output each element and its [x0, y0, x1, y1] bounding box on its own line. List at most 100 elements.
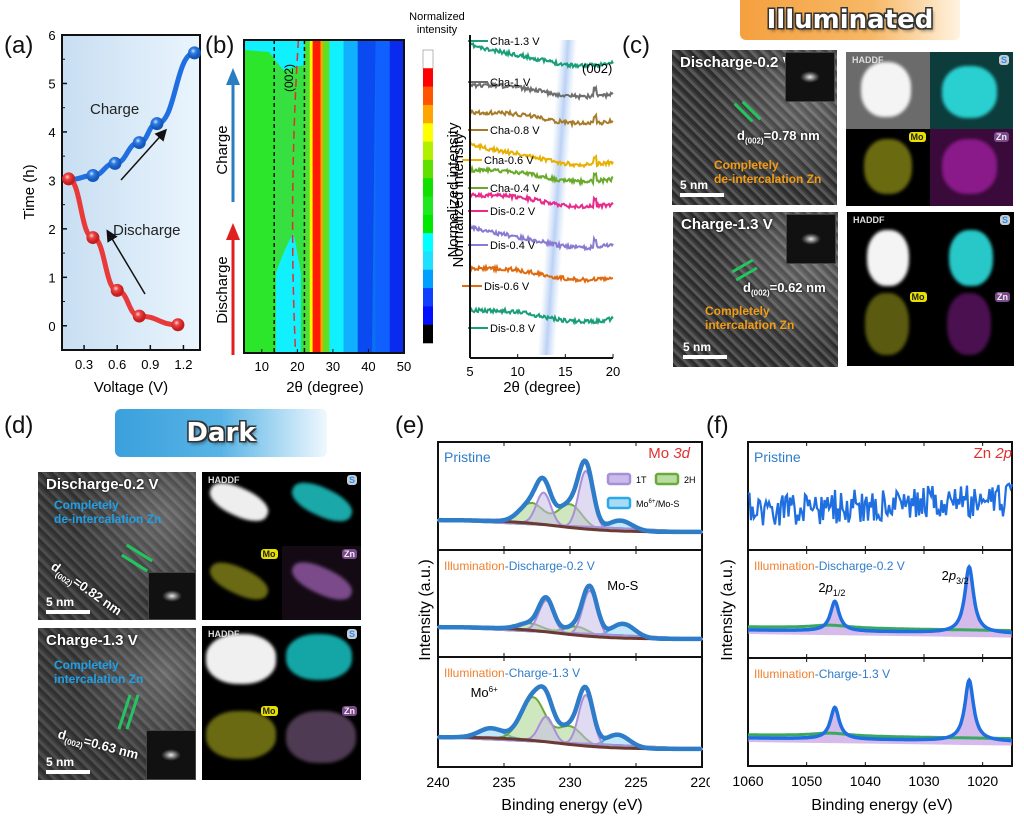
d-label: d: [737, 128, 745, 143]
illuminated-banner: Illuminated: [740, 0, 960, 40]
tem-dark-charge: Charge-1.3 V Completely intercalation Zn …: [38, 628, 196, 780]
xtick-label-xrd: 10: [510, 364, 524, 379]
xtick-label-a: 0.3: [75, 357, 93, 372]
xtick-label-e: 225: [624, 774, 648, 790]
colorbar-segment: [423, 306, 433, 325]
chart-b-xrd: Cha-1.3 V Cha-1 V Cha-0.8 V Cha-0.6 V Cha-0.…: [445, 35, 620, 396]
ytick-label-a: 6: [48, 28, 55, 43]
subplot-label: Pristine: [444, 449, 491, 465]
scale-bar: 5 nm: [683, 340, 727, 359]
xrd-curve: [469, 108, 614, 129]
xlabel-b-xrd: 2θ (degree): [503, 379, 581, 396]
panel-label-f: (f): [706, 412, 729, 439]
heatmap-region: [357, 40, 376, 353]
xtick-label-e: 220: [690, 774, 710, 790]
pristine-noise-line: [747, 482, 1014, 526]
colorbar-segment: [423, 178, 433, 197]
fit-line: [747, 677, 1013, 743]
heatmap-region: [276, 233, 301, 353]
ytick-label-a: 0: [48, 319, 55, 334]
charge-arrowhead-icon: [226, 68, 240, 85]
envelope-line: [437, 458, 703, 535]
background-component: [748, 731, 1011, 740]
colorbar-segment: [423, 251, 433, 271]
envelope-line: [437, 684, 703, 752]
fft-inset: [786, 214, 836, 264]
plot-area-b: [243, 39, 405, 354]
panel-label-d: (d): [4, 412, 34, 439]
legend-label: Cha-0.6 V: [484, 155, 534, 167]
xtick-label-a: 0.9: [141, 357, 159, 372]
xtick-label-b: 30: [326, 359, 340, 374]
xrd-curve: [469, 164, 614, 187]
ylabel-b-xrd: Normalized intensity: [445, 122, 462, 258]
scale-bar: 5 nm: [46, 755, 90, 774]
heatmap-band: [343, 40, 359, 353]
colorbar-label: Normalized intensity: [450, 132, 467, 268]
legend-label: Dis-0.6 V: [484, 281, 530, 293]
xtick-label-e: 235: [492, 774, 516, 790]
heatmap-band: [312, 40, 321, 353]
xtick-label-f: 1040: [850, 773, 881, 789]
ytick-label-a: 1: [48, 270, 55, 285]
xrd-curve: [469, 140, 614, 169]
xtick-label-f: 1050: [791, 773, 822, 789]
eds-map-dark-charge: HADDF S Mo Zn: [202, 626, 361, 780]
heatmap-band: [244, 40, 275, 353]
ylabel-discharge: Discharge: [214, 256, 231, 324]
xrd-curve: [469, 263, 614, 285]
tem-title: Discharge-0.2 V: [680, 54, 793, 71]
fft-inset: [146, 730, 196, 780]
annotation-002: (002): [282, 64, 296, 92]
panel-label-a: (a): [4, 32, 34, 59]
xtick-label-b: 40: [361, 359, 375, 374]
dark-banner-text: Dark: [186, 418, 256, 448]
d-spacing-value: =0.78 nm: [763, 128, 820, 143]
legend-label: Cha-1 V: [490, 77, 531, 89]
fft-inset: [785, 52, 835, 102]
xtick-label-f: 1030: [908, 773, 939, 789]
xtick-label-xrd: 5: [466, 364, 473, 379]
xrd-curve: [469, 306, 614, 326]
legend-label: Dis-0.4 V: [490, 240, 536, 252]
ytick-label-a: 3: [48, 173, 55, 188]
background-component: [748, 623, 1011, 632]
colorbar-segment: [423, 86, 433, 106]
legend-label: Cha-1.3 V: [490, 36, 540, 48]
xlabel-f: Binding energy (eV): [811, 797, 952, 814]
colorbar-title-line2: intensity: [417, 24, 458, 36]
discharge-arrow: [106, 229, 146, 295]
tem-title: Charge-1.3 V: [681, 216, 773, 233]
xtick-label-b: 20: [290, 359, 304, 374]
peak-shift-trace: [291, 39, 300, 354]
legend-label: Cha-0.8 V: [490, 125, 540, 137]
chart-a: 0 1 2 3 4 5 6 0.3 0.6 0.9 1.2 Charge Discharge Vol…: [21, 28, 201, 396]
data-point-discharge: [110, 283, 124, 297]
data-point-charge: [132, 136, 146, 150]
charge-arrow: [120, 128, 168, 181]
subplot-label: Illumination-Discharge-0.2 V: [754, 559, 905, 573]
panel-label-c: (c): [622, 32, 650, 59]
data-point-charge: [150, 117, 164, 131]
svg-text:1T: 1T: [636, 475, 647, 485]
heatmap-band: [389, 40, 405, 353]
xlabel-e: Binding energy (eV): [501, 797, 642, 814]
colorbar-segment: [423, 141, 433, 161]
xrd-curve: [469, 81, 614, 101]
note-line2: de-intercalation Zn: [714, 172, 822, 186]
chart-e: Pristine Illumination-Discharge-0.2 V Mo-S…: [417, 441, 710, 814]
ylabel-charge: Charge: [214, 125, 231, 174]
xtick-label-e: 240: [426, 774, 450, 790]
colorbar-segment: [423, 233, 433, 252]
ylabel-e: Intensity (a.u.): [417, 559, 434, 660]
illuminated-banner-text: Illuminated: [766, 5, 934, 35]
colorbar-segment: [423, 68, 433, 87]
xrd-curve: [469, 223, 614, 252]
ytick-label-a: 5: [48, 76, 55, 91]
annotation-discharge: Discharge: [113, 222, 181, 239]
annotation-002-xrd: (002): [582, 61, 612, 76]
colorbar-segment: [423, 288, 433, 307]
heatmap-band: [304, 40, 311, 353]
legend-label: Cha-0.4 V: [490, 183, 540, 195]
